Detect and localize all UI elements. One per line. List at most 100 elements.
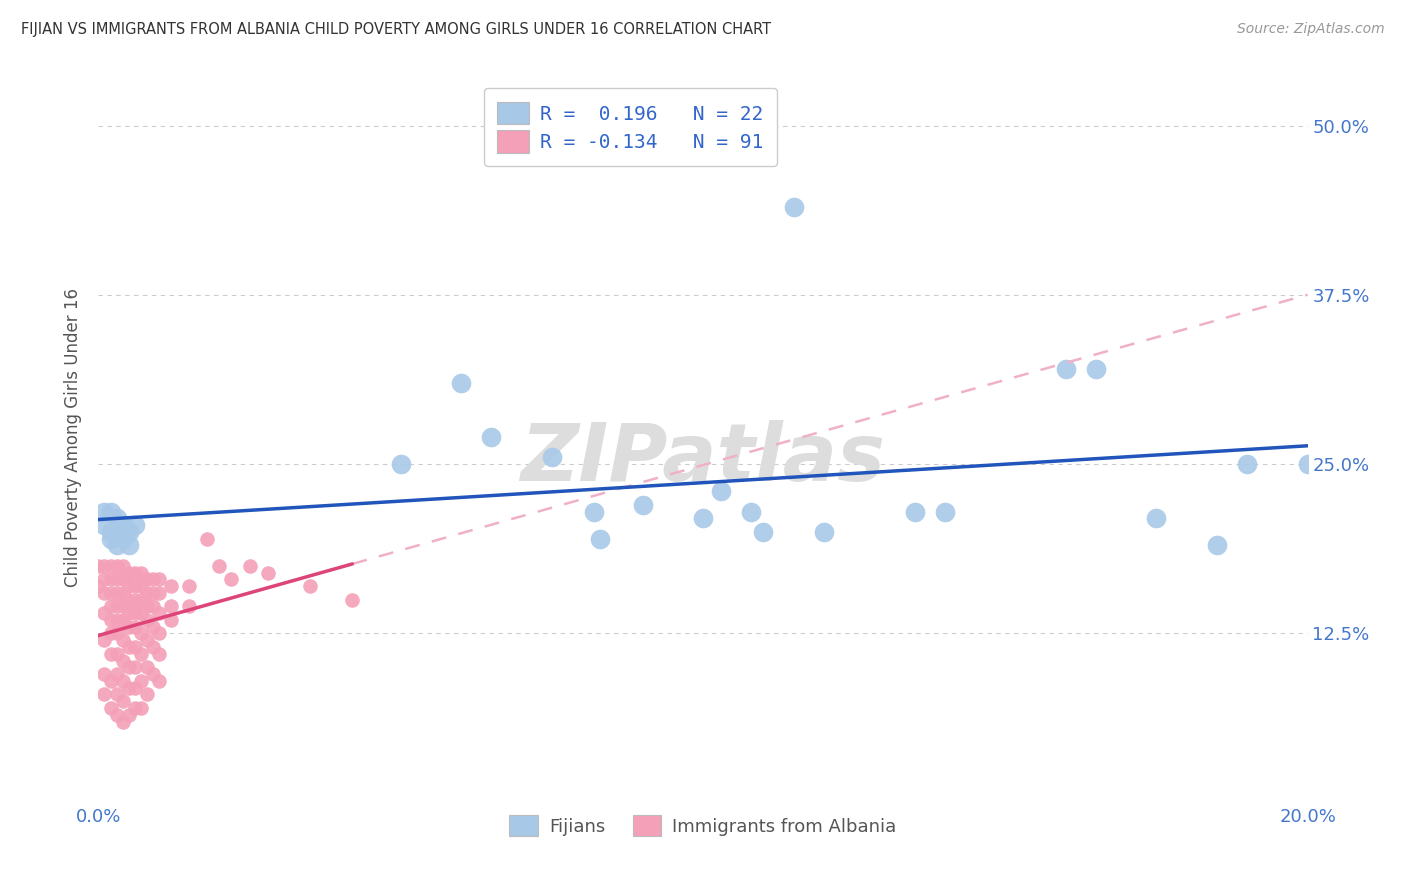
Point bbox=[142, 620, 165, 634]
Point bbox=[124, 592, 146, 607]
Point bbox=[631, 498, 654, 512]
Point bbox=[1085, 362, 1108, 376]
Point bbox=[100, 599, 122, 614]
Point bbox=[135, 688, 157, 702]
Point bbox=[111, 586, 134, 600]
Point bbox=[118, 620, 141, 634]
Point bbox=[111, 633, 134, 648]
Point bbox=[389, 457, 412, 471]
Point bbox=[111, 654, 134, 668]
Point bbox=[118, 606, 141, 620]
Point bbox=[118, 566, 141, 580]
Point bbox=[299, 579, 322, 593]
Point bbox=[87, 558, 110, 573]
Point bbox=[256, 566, 278, 580]
Point bbox=[100, 647, 122, 661]
Point bbox=[100, 613, 122, 627]
Point bbox=[148, 606, 170, 620]
Point bbox=[148, 647, 170, 661]
Point bbox=[142, 599, 165, 614]
Point bbox=[148, 586, 170, 600]
Point bbox=[124, 606, 146, 620]
Point bbox=[105, 647, 128, 661]
Text: Source: ZipAtlas.com: Source: ZipAtlas.com bbox=[1237, 22, 1385, 37]
Point bbox=[105, 558, 128, 573]
Point bbox=[540, 450, 562, 465]
Point bbox=[129, 701, 152, 715]
Point bbox=[118, 538, 141, 552]
Point bbox=[481, 430, 503, 444]
Point bbox=[105, 524, 128, 539]
Point bbox=[135, 572, 157, 586]
Point bbox=[93, 586, 115, 600]
Point bbox=[1054, 362, 1077, 376]
Point bbox=[111, 714, 134, 729]
Point bbox=[129, 579, 152, 593]
Point bbox=[118, 707, 141, 722]
Point bbox=[124, 681, 146, 695]
Point bbox=[105, 667, 128, 681]
Point bbox=[1236, 457, 1258, 471]
Point bbox=[124, 701, 146, 715]
Point bbox=[124, 660, 146, 674]
Point bbox=[105, 707, 128, 722]
Point bbox=[111, 673, 134, 688]
Point bbox=[118, 660, 141, 674]
Point bbox=[118, 681, 141, 695]
Point bbox=[93, 518, 115, 533]
Point bbox=[148, 673, 170, 688]
Point bbox=[783, 200, 806, 214]
Text: FIJIAN VS IMMIGRANTS FROM ALBANIA CHILD POVERTY AMONG GIRLS UNDER 16 CORRELATION: FIJIAN VS IMMIGRANTS FROM ALBANIA CHILD … bbox=[21, 22, 772, 37]
Point bbox=[100, 532, 122, 546]
Point bbox=[100, 505, 122, 519]
Point bbox=[1144, 511, 1167, 525]
Point bbox=[135, 586, 157, 600]
Point bbox=[135, 633, 157, 648]
Point bbox=[105, 613, 128, 627]
Point bbox=[105, 626, 128, 640]
Point bbox=[93, 572, 115, 586]
Point bbox=[111, 558, 134, 573]
Point bbox=[111, 613, 134, 627]
Point bbox=[142, 572, 165, 586]
Point bbox=[100, 701, 122, 715]
Point bbox=[100, 626, 122, 640]
Point bbox=[135, 660, 157, 674]
Point bbox=[583, 505, 606, 519]
Point bbox=[93, 558, 115, 573]
Point bbox=[208, 558, 231, 573]
Point bbox=[124, 566, 146, 580]
Y-axis label: Child Poverty Among Girls Under 16: Child Poverty Among Girls Under 16 bbox=[65, 287, 83, 587]
Point bbox=[148, 626, 170, 640]
Point bbox=[129, 606, 152, 620]
Point bbox=[710, 484, 733, 499]
Point bbox=[450, 376, 472, 390]
Point bbox=[160, 579, 183, 593]
Point bbox=[105, 586, 128, 600]
Point bbox=[740, 505, 762, 519]
Point bbox=[124, 518, 146, 533]
Point bbox=[105, 538, 128, 552]
Point bbox=[100, 524, 122, 539]
Point bbox=[118, 592, 141, 607]
Point bbox=[221, 572, 243, 586]
Point bbox=[129, 592, 152, 607]
Point bbox=[752, 524, 775, 539]
Point bbox=[105, 572, 128, 586]
Point bbox=[100, 558, 122, 573]
Legend: Fijians, Immigrants from Albania: Fijians, Immigrants from Albania bbox=[501, 806, 905, 845]
Point bbox=[118, 524, 141, 539]
Point bbox=[93, 606, 115, 620]
Point bbox=[813, 524, 835, 539]
Point bbox=[129, 626, 152, 640]
Point bbox=[129, 673, 152, 688]
Point bbox=[692, 511, 714, 525]
Point bbox=[111, 532, 134, 546]
Point bbox=[195, 532, 218, 546]
Point bbox=[934, 505, 956, 519]
Point bbox=[179, 599, 201, 614]
Point bbox=[179, 579, 201, 593]
Point bbox=[342, 592, 364, 607]
Point bbox=[129, 566, 152, 580]
Point bbox=[160, 613, 183, 627]
